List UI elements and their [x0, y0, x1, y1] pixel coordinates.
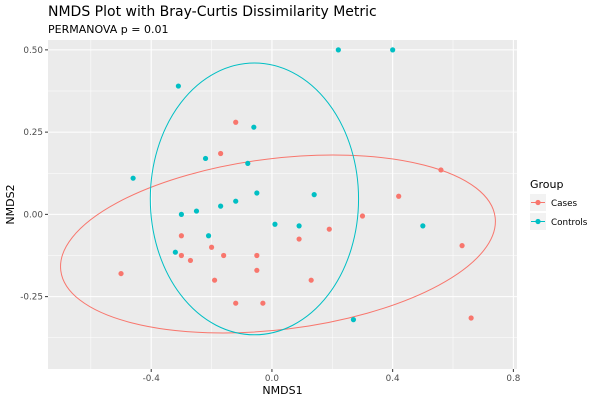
y-tick-label: -0.25 — [20, 293, 43, 303]
grid-lines — [48, 40, 517, 369]
controls-point — [311, 192, 317, 198]
controls-point — [335, 47, 341, 53]
cases-point — [396, 193, 402, 199]
cases-point — [178, 252, 184, 259]
legend: Group Cases Controls — [530, 178, 588, 230]
controls-point — [178, 211, 184, 217]
legend-items: Cases Controls — [530, 194, 588, 230]
cases-point — [218, 150, 224, 157]
controls-point — [218, 203, 224, 209]
controls-point — [420, 223, 426, 229]
legend-title: Group — [530, 178, 564, 191]
cases-point — [233, 300, 239, 306]
y-tick-label: 0.25 — [23, 128, 43, 138]
axis-ticks: -0.4 0.0 0.4 0.8 -0.25 0.00 0.25 0.50 — [20, 46, 520, 384]
x-axis-title: NMDS1 — [262, 384, 302, 397]
chart-subtitle: PERMANOVA p = 0.01 — [48, 23, 168, 36]
cases-point — [254, 252, 260, 259]
cases-point — [260, 300, 266, 306]
controls-point — [175, 83, 181, 89]
controls-point — [130, 175, 136, 181]
controls-point — [254, 190, 260, 196]
legend-item-cases: Cases — [530, 194, 578, 211]
controls-point — [390, 47, 396, 53]
cases-point — [438, 167, 444, 173]
y-axis-title: NMDS2 — [4, 184, 17, 224]
cases-point — [308, 277, 314, 283]
controls-point — [251, 124, 257, 130]
cases-point — [233, 119, 239, 125]
cases-point — [326, 226, 332, 232]
cases-point — [221, 252, 227, 259]
cases-point — [208, 244, 215, 250]
legend-item-controls: Controls — [530, 213, 588, 230]
legend-label: Cases — [551, 199, 578, 209]
cases-ellipse — [60, 154, 496, 334]
controls-point — [193, 208, 200, 214]
cases-point — [118, 270, 124, 277]
controls-point — [172, 249, 178, 255]
x-tick-label: 0.0 — [265, 374, 279, 384]
cases-point — [359, 213, 366, 219]
controls-point — [296, 223, 302, 229]
controls-point — [205, 233, 212, 239]
cases-point — [296, 236, 302, 242]
cases-point — [211, 277, 218, 283]
x-tick-label: 0.8 — [506, 374, 520, 384]
controls-point — [233, 198, 239, 204]
cases-point — [254, 267, 260, 273]
cases-point — [178, 233, 184, 239]
cases-point — [459, 243, 465, 249]
legend-key-point — [535, 218, 541, 225]
chart-title: NMDS Plot with Bray-Curtis Dissimilarity… — [48, 4, 377, 20]
y-tick-label: 0.50 — [23, 46, 43, 56]
y-tick-label: 0.00 — [23, 210, 43, 220]
x-tick-label: 0.4 — [386, 374, 400, 384]
legend-key-point — [535, 199, 541, 206]
cases-point — [187, 257, 194, 264]
confidence-ellipses — [60, 62, 496, 336]
controls-point — [202, 155, 209, 162]
legend-label: Controls — [551, 218, 588, 228]
controls-point — [272, 221, 278, 227]
controls-point — [350, 317, 357, 323]
cases-point — [468, 315, 474, 321]
data-points — [118, 47, 474, 323]
x-tick-label: -0.4 — [143, 374, 161, 384]
controls-ellipse — [149, 62, 360, 336]
plot-panel — [48, 40, 517, 369]
controls-point — [245, 160, 251, 166]
